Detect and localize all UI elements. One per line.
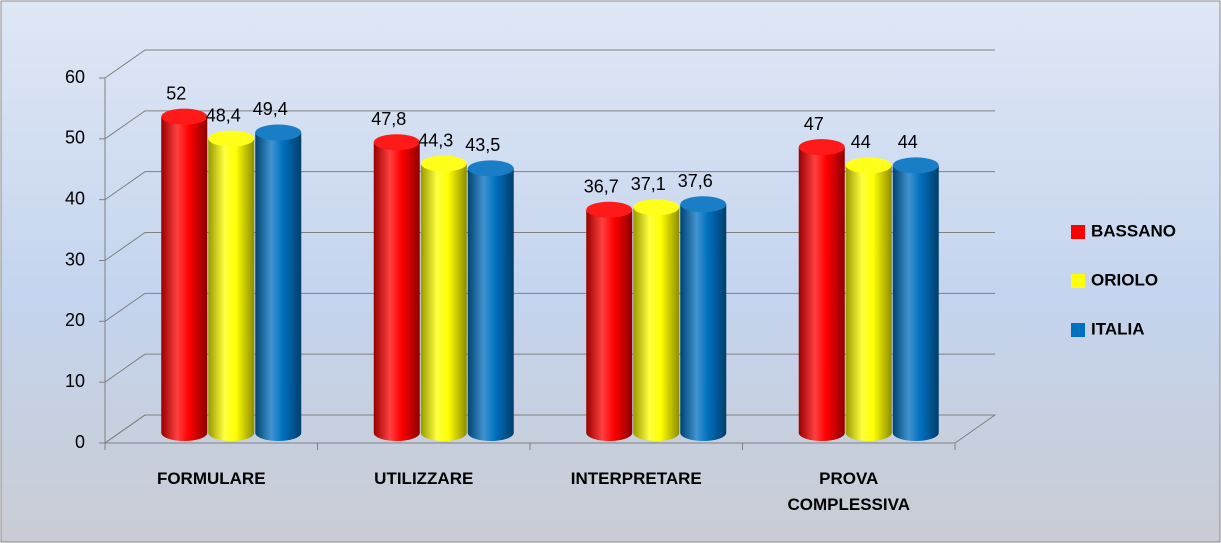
x-tick-label: FORMULARE (156, 469, 266, 488)
cylinder-top (892, 157, 939, 174)
grid-line (104, 110, 995, 140)
grid-line (104, 171, 995, 201)
cylinder-top (420, 155, 467, 172)
legend-label: ITALIA (1091, 319, 1145, 338)
cylinder (798, 147, 845, 442)
y-tick-label: 50 (65, 128, 85, 148)
cylinder-top (373, 134, 420, 151)
cylinder-top (680, 196, 727, 213)
cylinder (892, 165, 939, 442)
value-label: 47 (804, 114, 824, 134)
y-tick-label: 60 (65, 67, 85, 87)
cylinder (420, 163, 467, 441)
value-label: 44 (898, 132, 918, 152)
x-tick-label: UTILIZZARE (374, 469, 474, 488)
legend-label: ORIOLO (1091, 270, 1158, 289)
y-tick-label: 0 (75, 432, 85, 452)
value-label: 37,1 (631, 174, 666, 194)
y-tick-label: 30 (65, 249, 85, 269)
value-label: 44 (851, 132, 871, 152)
cylinder-top (633, 199, 680, 216)
legend-label: BASSANO (1091, 221, 1176, 240)
y-tick-label: 40 (65, 188, 85, 208)
cylinder (467, 168, 514, 441)
cylinder (680, 204, 727, 441)
cylinder-top (255, 124, 302, 141)
x-tick-label: INTERPRETARE (570, 469, 702, 488)
y-tick-label: 10 (65, 371, 85, 391)
value-label: 48,4 (206, 105, 241, 125)
legend-swatch (1071, 225, 1085, 239)
cylinder (845, 165, 892, 442)
cylinder (208, 138, 255, 442)
value-label: 43,5 (465, 135, 500, 155)
value-label: 52 (166, 83, 186, 103)
cylinder (255, 132, 302, 441)
legend-swatch (1071, 323, 1085, 337)
value-label: 44,3 (418, 130, 453, 150)
cylinder (161, 116, 208, 442)
cylinder-top (798, 139, 845, 156)
cylinder-top (467, 160, 514, 177)
y-tick-label: 20 (65, 310, 85, 330)
value-label: 47,8 (371, 109, 406, 129)
x-tick-label: PROVA COMPLESSIVA (787, 469, 910, 514)
value-label: 49,4 (253, 99, 288, 119)
value-label: 36,7 (584, 176, 619, 196)
cylinder (633, 207, 680, 441)
cylinder (586, 209, 633, 441)
cylinder (373, 142, 420, 441)
cylinder-top (845, 157, 892, 174)
cylinder-top (161, 108, 208, 125)
legend-swatch (1071, 274, 1085, 288)
cylinder-top (208, 130, 255, 147)
value-label: 37,6 (678, 171, 713, 191)
cylinder-top (586, 201, 633, 218)
grid-line (104, 49, 995, 79)
